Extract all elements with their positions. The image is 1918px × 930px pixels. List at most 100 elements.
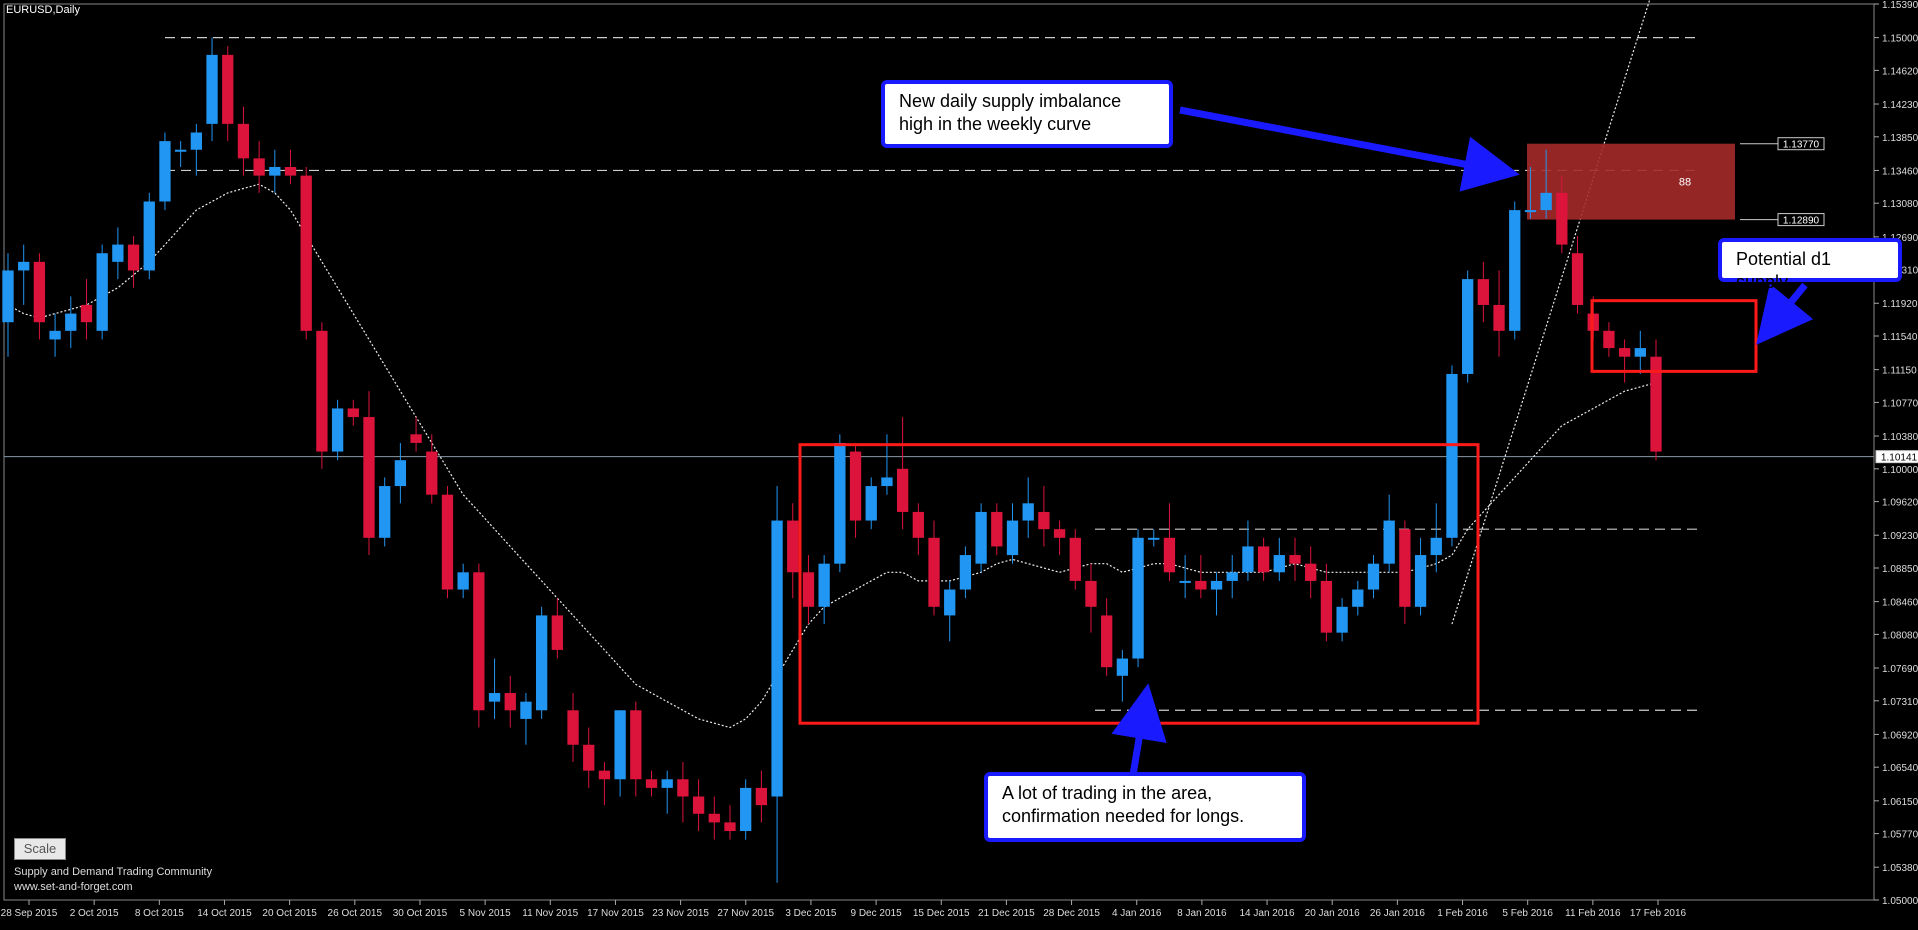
candle-body [1352, 589, 1364, 607]
candle-body [1540, 192, 1552, 211]
candle-body [787, 520, 799, 573]
candle-body [1210, 580, 1223, 590]
callout-potential-d1: Potential d1 supply [1718, 238, 1902, 292]
watermark-line1: Supply and Demand Trading Community [14, 866, 213, 878]
candle-body [441, 494, 454, 590]
callout-trading-area-text: A lot of trading in the area, confirmati… [1002, 783, 1245, 826]
x-tick-label: 20 Jan 2016 [1305, 908, 1360, 919]
candle-body [1305, 563, 1317, 581]
y-tick-label: 1.13850 [1882, 133, 1918, 144]
candle-body [598, 770, 611, 780]
scale-button[interactable]: Scale [14, 838, 66, 860]
candle-body [222, 54, 234, 124]
candle-body [944, 589, 956, 616]
candle-body [1556, 192, 1568, 245]
candle-body [18, 261, 30, 271]
candle-body [1320, 580, 1333, 633]
candle-body [174, 149, 187, 152]
candle-body [1257, 546, 1270, 573]
y-tick-label: 1.10770 [1882, 398, 1918, 409]
candle-body [473, 572, 485, 711]
callout-trading-area: A lot of trading in the area, confirmati… [984, 772, 1306, 842]
candle-body [1650, 356, 1662, 452]
x-tick-label: 28 Dec 2015 [1043, 908, 1100, 919]
candle-body [1022, 503, 1034, 521]
candle-body [1069, 537, 1081, 581]
candle-body [708, 813, 720, 823]
candle-body [583, 744, 595, 771]
candle-body [975, 511, 987, 564]
y-tick-label: 1.06150 [1882, 797, 1918, 808]
x-tick-label: 26 Oct 2015 [328, 908, 383, 919]
y-tick-label: 1.10380 [1882, 432, 1918, 443]
y-tick-label: 1.05770 [1882, 830, 1918, 841]
candle-body [410, 434, 422, 443]
candle-body [1399, 529, 1411, 607]
candle-body [504, 693, 516, 711]
candle-body [661, 779, 673, 788]
y-tick-label: 1.15390 [1882, 0, 1918, 11]
y-tick-label: 1.15000 [1882, 34, 1918, 45]
candle-body [991, 511, 1003, 547]
candle-body [1634, 348, 1646, 357]
arrow-potential-d1 [1756, 282, 1814, 345]
candle-body [284, 166, 297, 176]
candle-body [347, 408, 359, 418]
moving-average [7, 183, 1657, 729]
candle-body [190, 132, 202, 150]
candle-body [1038, 511, 1050, 530]
candle-body [80, 304, 93, 323]
candle-body [818, 563, 830, 607]
current-price-tag-box [1875, 450, 1918, 464]
candle-body [1367, 563, 1380, 590]
x-tick-label: 30 Oct 2015 [393, 908, 448, 919]
candle-body [1195, 580, 1207, 590]
callout-potential-d1-text: Potential d1 supply [1736, 249, 1832, 292]
candle-body [1477, 279, 1490, 305]
candle-body [1116, 658, 1129, 676]
x-tick-label: 15 Dec 2015 [913, 908, 970, 919]
x-tick-label: 27 Nov 2015 [717, 908, 774, 919]
candle-body [316, 330, 328, 452]
candle-body [253, 158, 265, 176]
candle-body [1273, 555, 1285, 573]
candle-body [1383, 520, 1395, 564]
y-tick-label: 1.05380 [1882, 863, 1918, 874]
y-tick-label: 1.13080 [1882, 199, 1918, 210]
candle-body [1336, 606, 1348, 633]
candle-body [630, 710, 642, 780]
x-tick-label: 14 Oct 2015 [197, 908, 252, 919]
d1-supply-box [1590, 299, 1758, 373]
window-title: EURUSD,Daily [6, 4, 80, 16]
candle-body [755, 787, 768, 806]
y-tick-label: 1.06540 [1882, 763, 1918, 774]
candle-body [1101, 615, 1113, 668]
candle-body [426, 451, 438, 495]
candle-body [1242, 546, 1254, 573]
x-tick-label: 3 Dec 2015 [785, 908, 837, 919]
candle-body [1493, 304, 1505, 331]
candle-body [1179, 580, 1191, 583]
y-tick-label: 1.05000 [1882, 896, 1918, 907]
x-tick-label: 21 Dec 2015 [978, 908, 1035, 919]
candle-body [881, 477, 893, 487]
y-tick-label: 1.11150 [1882, 366, 1917, 377]
candle-body [49, 330, 61, 340]
candle-body [740, 787, 752, 832]
x-tick-label: 2 Oct 2015 [70, 908, 119, 919]
candle-body [159, 141, 171, 202]
candle-body [567, 710, 579, 745]
y-tick-label: 1.09230 [1882, 531, 1918, 542]
callout-supply-high: New daily supply imbalance high in the w… [881, 80, 1173, 148]
candle-body [1430, 537, 1442, 556]
candle-body [127, 244, 140, 271]
candle-body [1509, 210, 1521, 331]
candle-body [1289, 555, 1301, 564]
y-tick-label: 1.11540 [1882, 332, 1918, 343]
candle-body [1132, 537, 1144, 659]
candle-body [1462, 279, 1474, 374]
candle-body [33, 261, 46, 323]
trend-line [1451, 0, 1651, 625]
candle-body [1446, 373, 1458, 538]
